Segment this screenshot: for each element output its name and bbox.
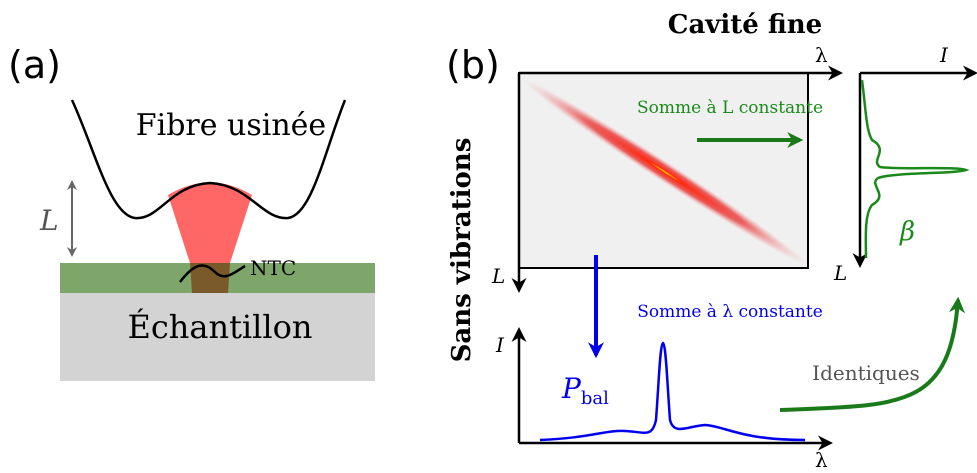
side-label: Sans vibrations bbox=[447, 138, 477, 363]
map-signal bbox=[522, 79, 808, 265]
nanotube bbox=[179, 264, 246, 283]
sample bbox=[60, 293, 375, 381]
spectrum bbox=[860, 79, 970, 259]
sum-label: Somme à λ constante bbox=[637, 302, 823, 322]
spectrum bbox=[539, 341, 806, 442]
axis-label: I bbox=[495, 333, 505, 357]
fiber-label: Fibre usinée bbox=[136, 108, 326, 143]
identical-arrow bbox=[779, 296, 966, 412]
text: P bbox=[561, 372, 582, 405]
beam-in-layer bbox=[190, 263, 230, 293]
symbol: β bbox=[899, 217, 915, 247]
axis-label: L bbox=[833, 261, 847, 285]
symbol: Pbal bbox=[561, 372, 609, 409]
axis-label: L bbox=[491, 264, 505, 288]
panel-label: (a) bbox=[8, 43, 61, 87]
sample-label: Échantillon bbox=[127, 308, 312, 346]
fiber bbox=[70, 99, 347, 220]
ntc-label: NTC bbox=[250, 256, 296, 280]
axis-label: λ bbox=[815, 43, 828, 67]
axis-label: λ bbox=[815, 448, 828, 472]
text: bal bbox=[581, 388, 609, 409]
identical-label: Identiques bbox=[812, 361, 920, 385]
panel-label: (b) bbox=[446, 43, 500, 87]
beam bbox=[168, 182, 252, 263]
sum-label: Somme à L constante bbox=[637, 98, 823, 118]
axis-label: I bbox=[939, 43, 949, 67]
length-label: L bbox=[39, 204, 59, 237]
title: Cavité fine bbox=[668, 10, 822, 40]
